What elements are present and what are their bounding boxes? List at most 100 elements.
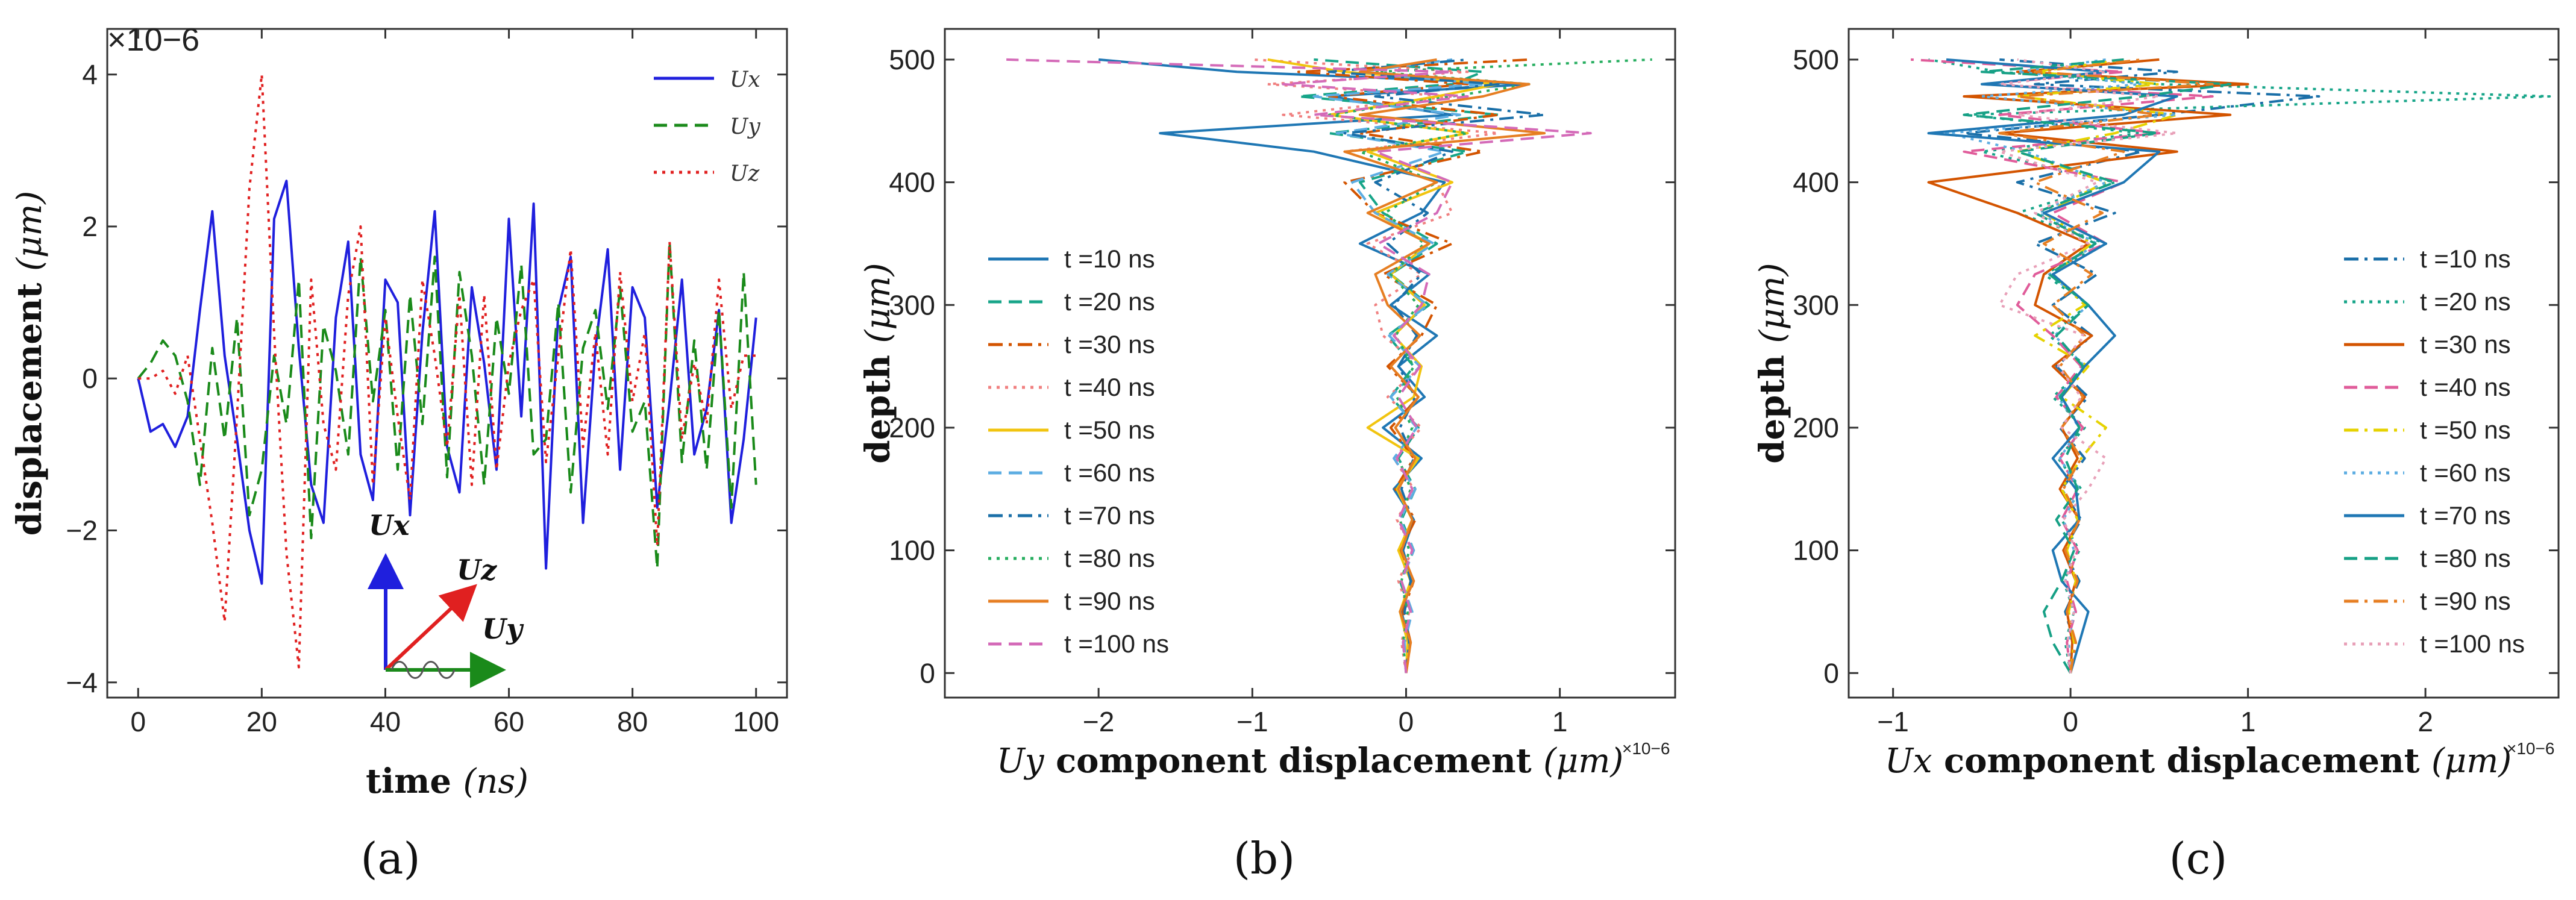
chart-b-ytick-label: 400	[889, 167, 935, 198]
chart-c-series-line-3	[1927, 58, 2249, 673]
chart-c-xlabel-unit: (μm)	[2431, 742, 2512, 781]
chart-a-ylabel-unit: (μm)	[10, 191, 49, 271]
chart-a-ylabel: displacement (μm)	[10, 191, 49, 536]
uy-arrow-label: Uy	[482, 613, 524, 645]
chart-b-frame	[944, 28, 1676, 699]
chart-b-ylabel-text: depth	[858, 355, 898, 464]
chart-c-xlabel-symbol: Ux	[1885, 742, 1932, 781]
chart-b-legend-label: t =70 ns	[1064, 501, 1155, 530]
chart-c-multiplier: ×10−6	[2507, 739, 2554, 758]
chart-c-ylabel: depth (μm)	[1752, 263, 1792, 463]
chart-a-ytick-label: −4	[66, 667, 98, 698]
chart-b-legend-label: t =40 ns	[1064, 373, 1155, 401]
axes-inset-diagram: Ux Uz Uy	[368, 509, 524, 688]
chart-c-legend-label: t =20 ns	[2420, 287, 2511, 316]
chart-b-xlabel-symbol: Uy	[997, 742, 1045, 781]
uz-arrow-label: Uz	[457, 554, 497, 586]
chart-b-ylabel: depth (μm)	[858, 263, 898, 463]
chart-c-ytick-label: 200	[1793, 412, 1839, 443]
chart-c-ylabel-unit: (μm)	[1753, 263, 1792, 343]
chart-a-xtick-label: 100	[733, 706, 779, 737]
chart-c-ytick-label: 400	[1793, 167, 1839, 198]
chart-c-series-line-9	[1998, 58, 2214, 673]
chart-b-xlabel-text: component displacement	[1056, 741, 1532, 781]
chart-a-panel-label: (a)	[360, 833, 420, 884]
chart-b-xlabel-unit: (μm)	[1543, 742, 1623, 781]
chart-b-panel-label: (b)	[1233, 833, 1295, 884]
chart-a-ytick-label: 2	[82, 211, 98, 242]
chart-b-series-line-4	[1252, 58, 1500, 673]
chart-c-legend-label: t =10 ns	[2420, 245, 2511, 273]
chart-a-ylabel-text: displacement	[10, 283, 49, 536]
chart-a-ytick-label: 0	[82, 363, 98, 394]
chart-c-series-line-4	[1910, 58, 2214, 673]
chart-c-ytick-label: 0	[1823, 657, 1839, 689]
chart-c-legend-label: t =60 ns	[2420, 458, 2511, 487]
chart-c-series-line-8	[1963, 58, 2232, 674]
chart-a-series-line-3	[138, 73, 756, 669]
chart-a-xtick-label: 20	[246, 706, 277, 737]
uy-wave	[390, 661, 456, 679]
chart-b-legend-label: t =50 ns	[1064, 416, 1155, 444]
chart-c-legend-label: t =80 ns	[2420, 544, 2511, 572]
chart-a-multiplier: ×10−6	[107, 22, 199, 58]
chart-c-legend-label: t =90 ns	[2420, 587, 2511, 615]
chart-a-series-line-2	[137, 240, 757, 570]
chart-b-ytick-label: 300	[889, 289, 935, 320]
chart-c-legend-label: t =50 ns	[2420, 416, 2511, 444]
chart-b-multiplier: ×10−6	[1622, 739, 1670, 758]
chart-c-frame	[1847, 28, 2560, 699]
chart-b-legend-label: t =80 ns	[1064, 544, 1155, 572]
chart-a-xtick-label: 60	[494, 706, 524, 737]
chart-b-xtick-label: 1	[1552, 706, 1568, 737]
chart-b-series-line-7	[1327, 58, 1546, 673]
chart-a-ytick-label: −2	[66, 515, 98, 546]
chart-b-series-line-10	[1006, 58, 1592, 673]
chart-b-ylabel-unit: (μm)	[859, 263, 898, 343]
chart-b-xtick-label: −2	[1083, 706, 1114, 737]
chart-b-legend-label: t =30 ns	[1064, 330, 1155, 358]
chart-b-legend-label: t =20 ns	[1064, 287, 1155, 316]
chart-b-legend-label: t =10 ns	[1064, 245, 1155, 273]
chart-c-legend-label: t =100 ns	[2420, 630, 2525, 658]
chart-c-legend-label: t =70 ns	[2420, 501, 2511, 530]
chart-b-ytick-label: 500	[889, 44, 935, 75]
chart-b-series-line-8	[1327, 58, 1652, 673]
chart-b-ytick-label: 0	[920, 657, 935, 689]
chart-b-series-line-9	[1343, 58, 1546, 673]
chart-c-xtick-label: −1	[1877, 706, 1908, 737]
chart-a-xlabel: time (ns)	[366, 761, 528, 801]
chart-a: 0 20 40 60 80 100 −4 −2 0 2 4 Ux Uy Uz	[66, 29, 787, 737]
chart-b-xtick-label: −1	[1236, 706, 1268, 737]
chart-b-legend-label: t =60 ns	[1064, 458, 1155, 487]
chart-a-xtick-label: 40	[370, 706, 401, 737]
chart-a-xlabel-text: time	[366, 761, 451, 801]
chart-c-series-line-10	[1998, 58, 2178, 673]
chart-c-ylabel-text: depth	[1752, 355, 1792, 464]
chart-c-ytick-label: 100	[1793, 535, 1839, 566]
chart-b-legend-label: t =100 ns	[1064, 630, 1169, 658]
chart-c-xtick-label: 2	[2418, 706, 2433, 737]
chart-a-ytick-label: 4	[82, 59, 98, 90]
chart-c-series-line-7	[1927, 58, 2178, 673]
chart-a-legend-label: Uy	[730, 114, 760, 139]
chart-c-ytick-label: 300	[1793, 289, 1839, 320]
chart-b-xlabel: Uy component displacement (μm)	[997, 741, 1624, 781]
chart-b: −2 −1 0 1 0 100 200 300 400 500 t =10 ns t =20 ns t …	[889, 29, 1675, 737]
chart-a-series-line-1	[137, 180, 757, 585]
chart-c-xtick-label: 1	[2240, 706, 2256, 737]
chart-c: −1 0 1 2 0 100 200 300 400 500 t =10 ns t =20 ns t =…	[1793, 29, 2559, 737]
chart-b-xtick-label: 0	[1399, 706, 1414, 737]
chart-c-xlabel-text: component displacement	[1944, 741, 2420, 781]
chart-c-ytick-label: 500	[1793, 44, 1839, 75]
chart-a-legend-label: Ux	[730, 67, 760, 92]
chart-a-xtick-label: 0	[130, 706, 146, 737]
chart-a-xtick-label: 80	[617, 706, 648, 737]
chart-a-legend-label: Uz	[730, 161, 760, 186]
ux-arrow-label: Ux	[369, 509, 410, 542]
chart-c-panel-label: (c)	[2169, 833, 2228, 884]
chart-c-legend-label: t =30 ns	[2420, 330, 2511, 358]
chart-b-legend-label: t =90 ns	[1064, 587, 1155, 615]
chart-b-ytick-label: 100	[889, 535, 935, 566]
